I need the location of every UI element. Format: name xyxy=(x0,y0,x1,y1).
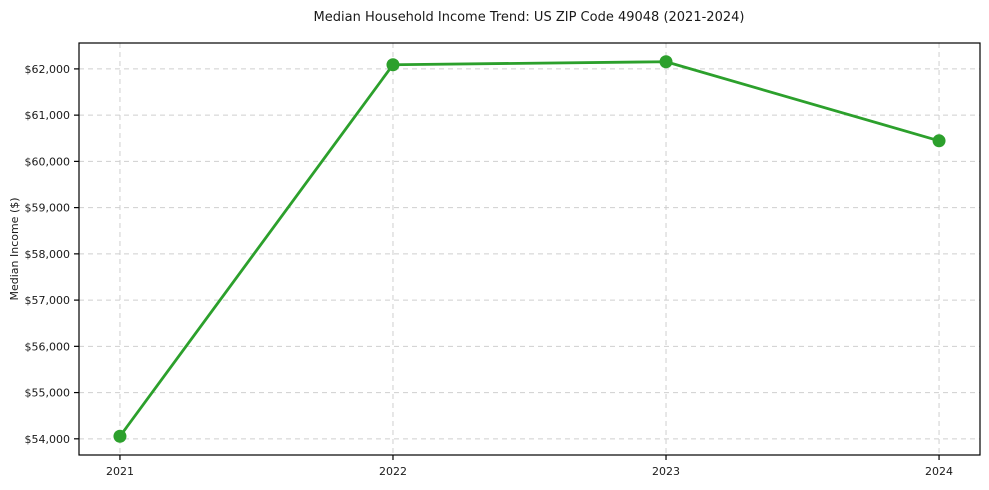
data-point xyxy=(932,134,946,148)
x-tick-label: 2021 xyxy=(106,465,134,478)
x-tick-label: 2024 xyxy=(925,465,953,478)
chart-title: Median Household Income Trend: US ZIP Co… xyxy=(314,10,745,25)
y-tick-label: $62,000 xyxy=(25,63,71,76)
y-tick-label: $57,000 xyxy=(25,294,71,307)
data-point xyxy=(659,55,673,69)
y-tick-label: $56,000 xyxy=(25,340,71,353)
y-tick-label: $59,000 xyxy=(25,202,71,215)
y-axis-label: Median Income ($) xyxy=(8,197,21,300)
data-point xyxy=(113,429,127,443)
y-tick-label: $60,000 xyxy=(25,155,71,168)
x-tick-label: 2023 xyxy=(652,465,680,478)
data-point xyxy=(386,58,400,72)
y-tick-label: $61,000 xyxy=(25,109,71,122)
x-tick-label: 2022 xyxy=(379,465,407,478)
y-tick-label: $55,000 xyxy=(25,387,71,400)
y-tick-label: $54,000 xyxy=(25,433,71,446)
plot-spines xyxy=(78,42,981,456)
data-line xyxy=(118,60,941,438)
y-tick-label: $58,000 xyxy=(25,248,71,261)
